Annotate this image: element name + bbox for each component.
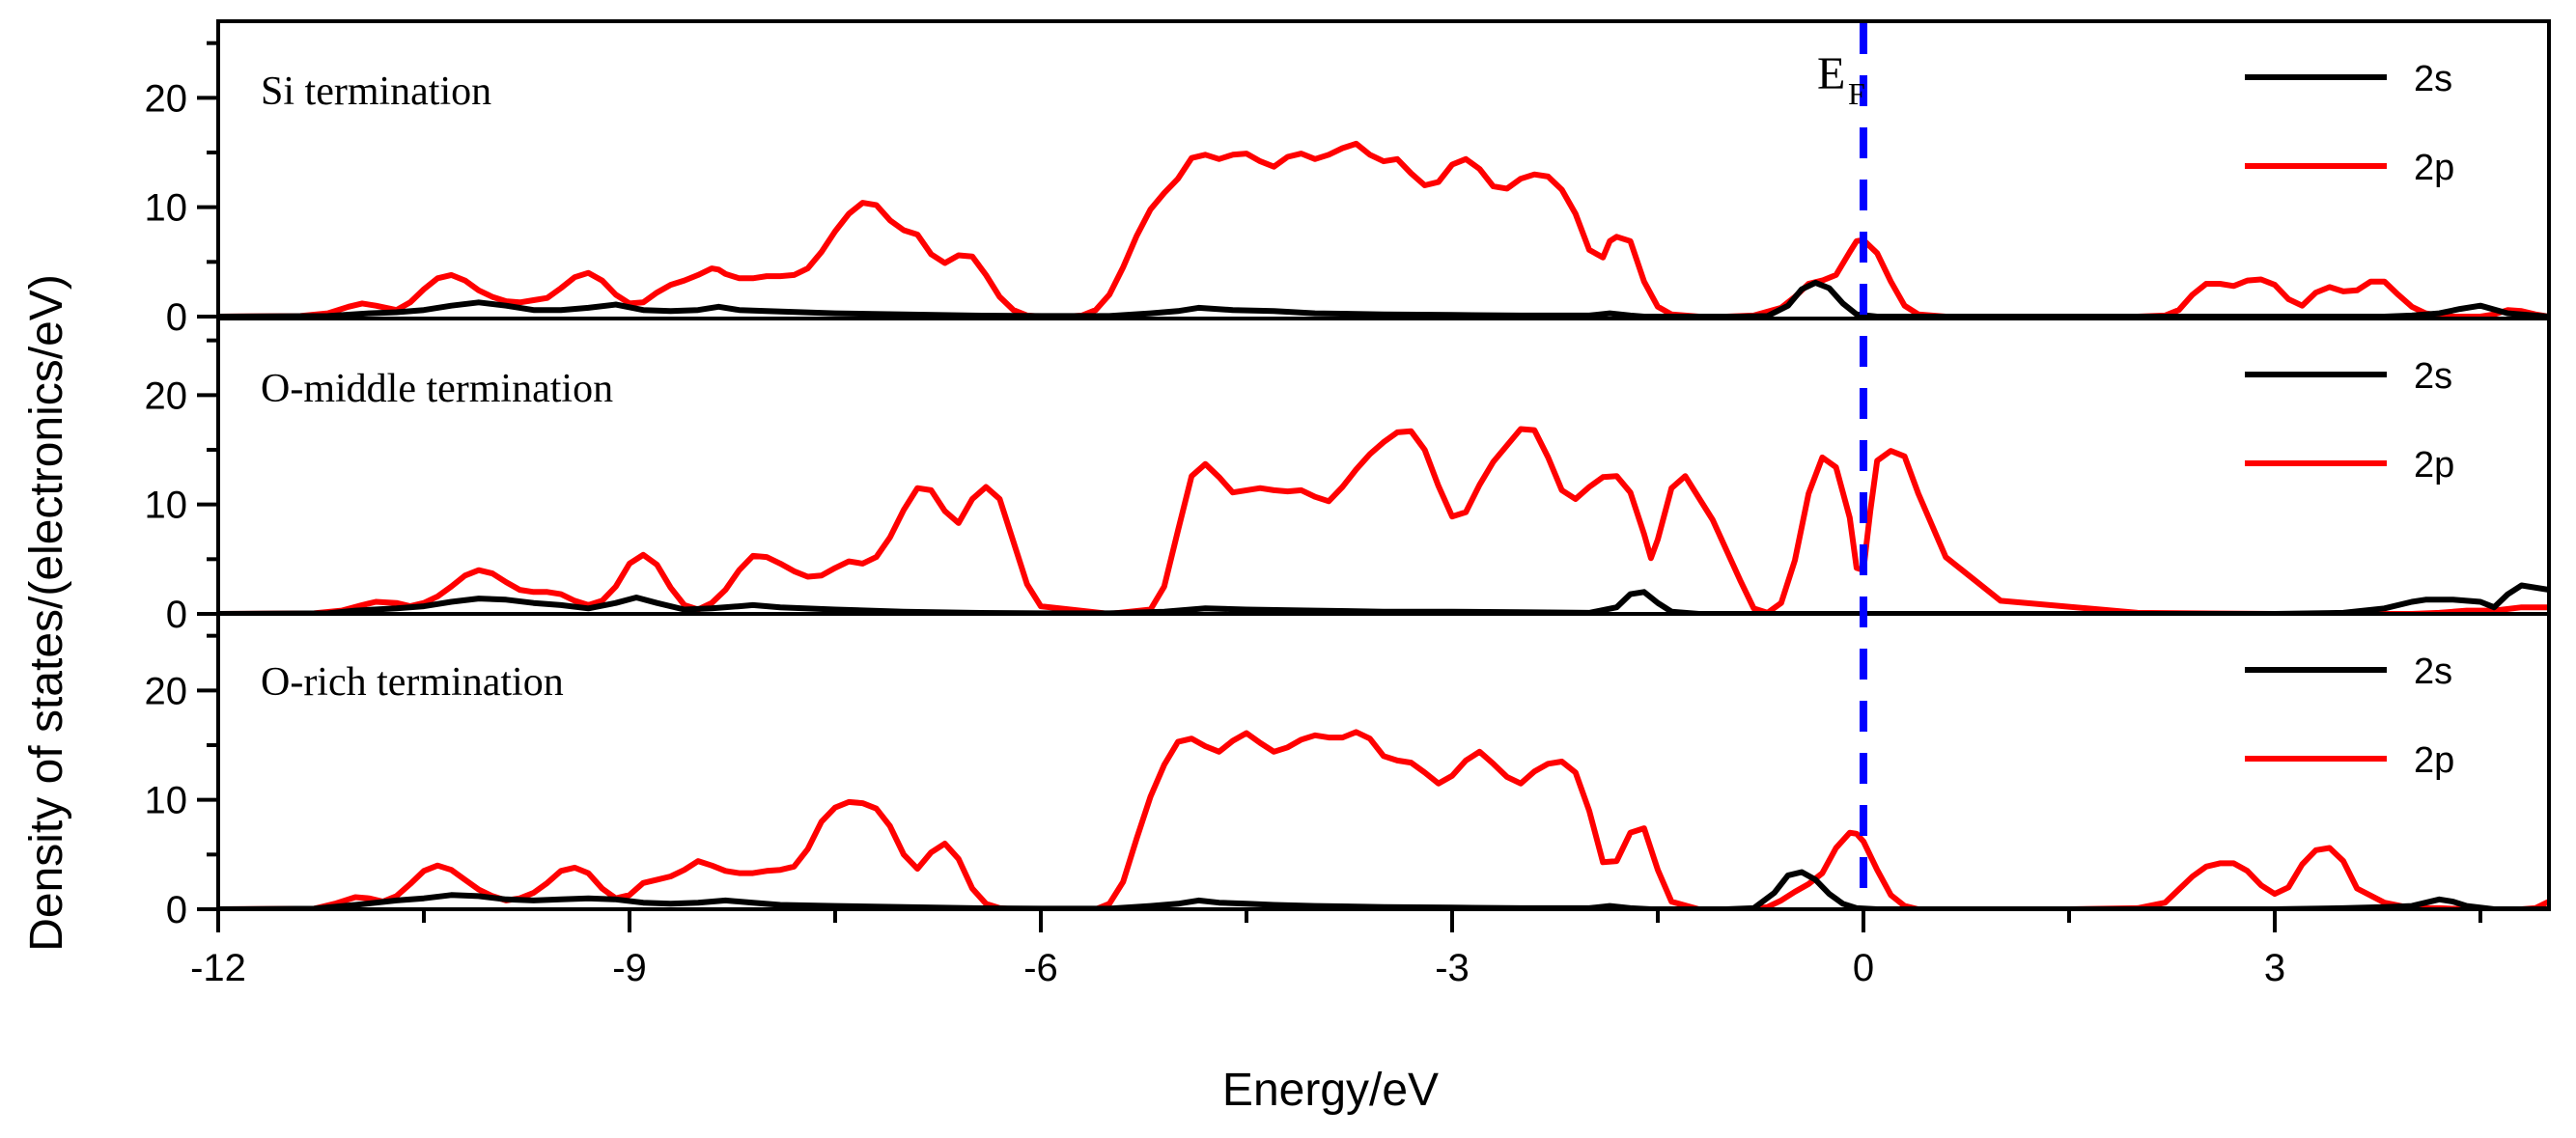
legend-label-2s: 2s xyxy=(2414,59,2452,99)
panel-title: O-rich termination xyxy=(261,660,564,705)
legend: 2s 2p xyxy=(2245,652,2454,781)
legend: 2s 2p xyxy=(2245,59,2454,188)
series-2p-line xyxy=(218,729,2549,909)
panel-2: 0 10 20 O-middle termination 2s 2p xyxy=(145,317,2551,636)
panel-frame xyxy=(216,19,2551,320)
x-tick-label: -9 xyxy=(612,947,647,989)
series-2p-line xyxy=(218,426,2549,614)
y-tick-label: 20 xyxy=(145,375,188,417)
legend-label-2p: 2p xyxy=(2414,445,2454,486)
legend: 2s 2p xyxy=(2245,356,2454,486)
fermi-level-label: E xyxy=(1817,48,1845,99)
panel-frame xyxy=(216,612,2551,911)
panel-3: 0 10 20 O-rich termination 2s 2p xyxy=(145,612,2551,931)
x-tick-label: 3 xyxy=(2264,947,2285,989)
panel-title: Si termination xyxy=(261,69,491,114)
panel-title: O-middle termination xyxy=(261,367,613,411)
y-tick-label: 0 xyxy=(166,594,187,636)
y-tick-label: 10 xyxy=(145,780,188,822)
y-axis-title: Density of states/(electronics/eV) xyxy=(21,274,72,952)
y-tick-label: 0 xyxy=(166,889,187,931)
legend-label-2p: 2p xyxy=(2414,740,2454,781)
x-tick-label: -3 xyxy=(1435,947,1470,989)
series-2s-line xyxy=(218,869,2549,909)
x-tick-label: 0 xyxy=(1853,947,1874,989)
y-tick-label: 10 xyxy=(145,485,188,527)
y-tick-label: 0 xyxy=(166,296,187,339)
legend-label-2p: 2p xyxy=(2414,148,2454,188)
panel-1: 0 10 20 Si termination 2s 2p xyxy=(145,19,2551,339)
series-2s-line xyxy=(218,582,2549,614)
panel-frame xyxy=(216,317,2551,616)
legend-label-2s: 2s xyxy=(2414,356,2452,397)
legend-label-2s: 2s xyxy=(2414,652,2452,692)
x-axis-title: Energy/eV xyxy=(1222,1065,1439,1116)
x-tick-label: -12 xyxy=(190,947,246,989)
y-tick-label: 20 xyxy=(145,670,188,712)
series-2p-line xyxy=(218,140,2549,319)
y-tick-label: 20 xyxy=(145,77,188,120)
y-tick-label: 10 xyxy=(145,187,188,230)
x-tick-label: -6 xyxy=(1023,947,1058,989)
fermi-level-subscript: F xyxy=(1848,76,1865,111)
